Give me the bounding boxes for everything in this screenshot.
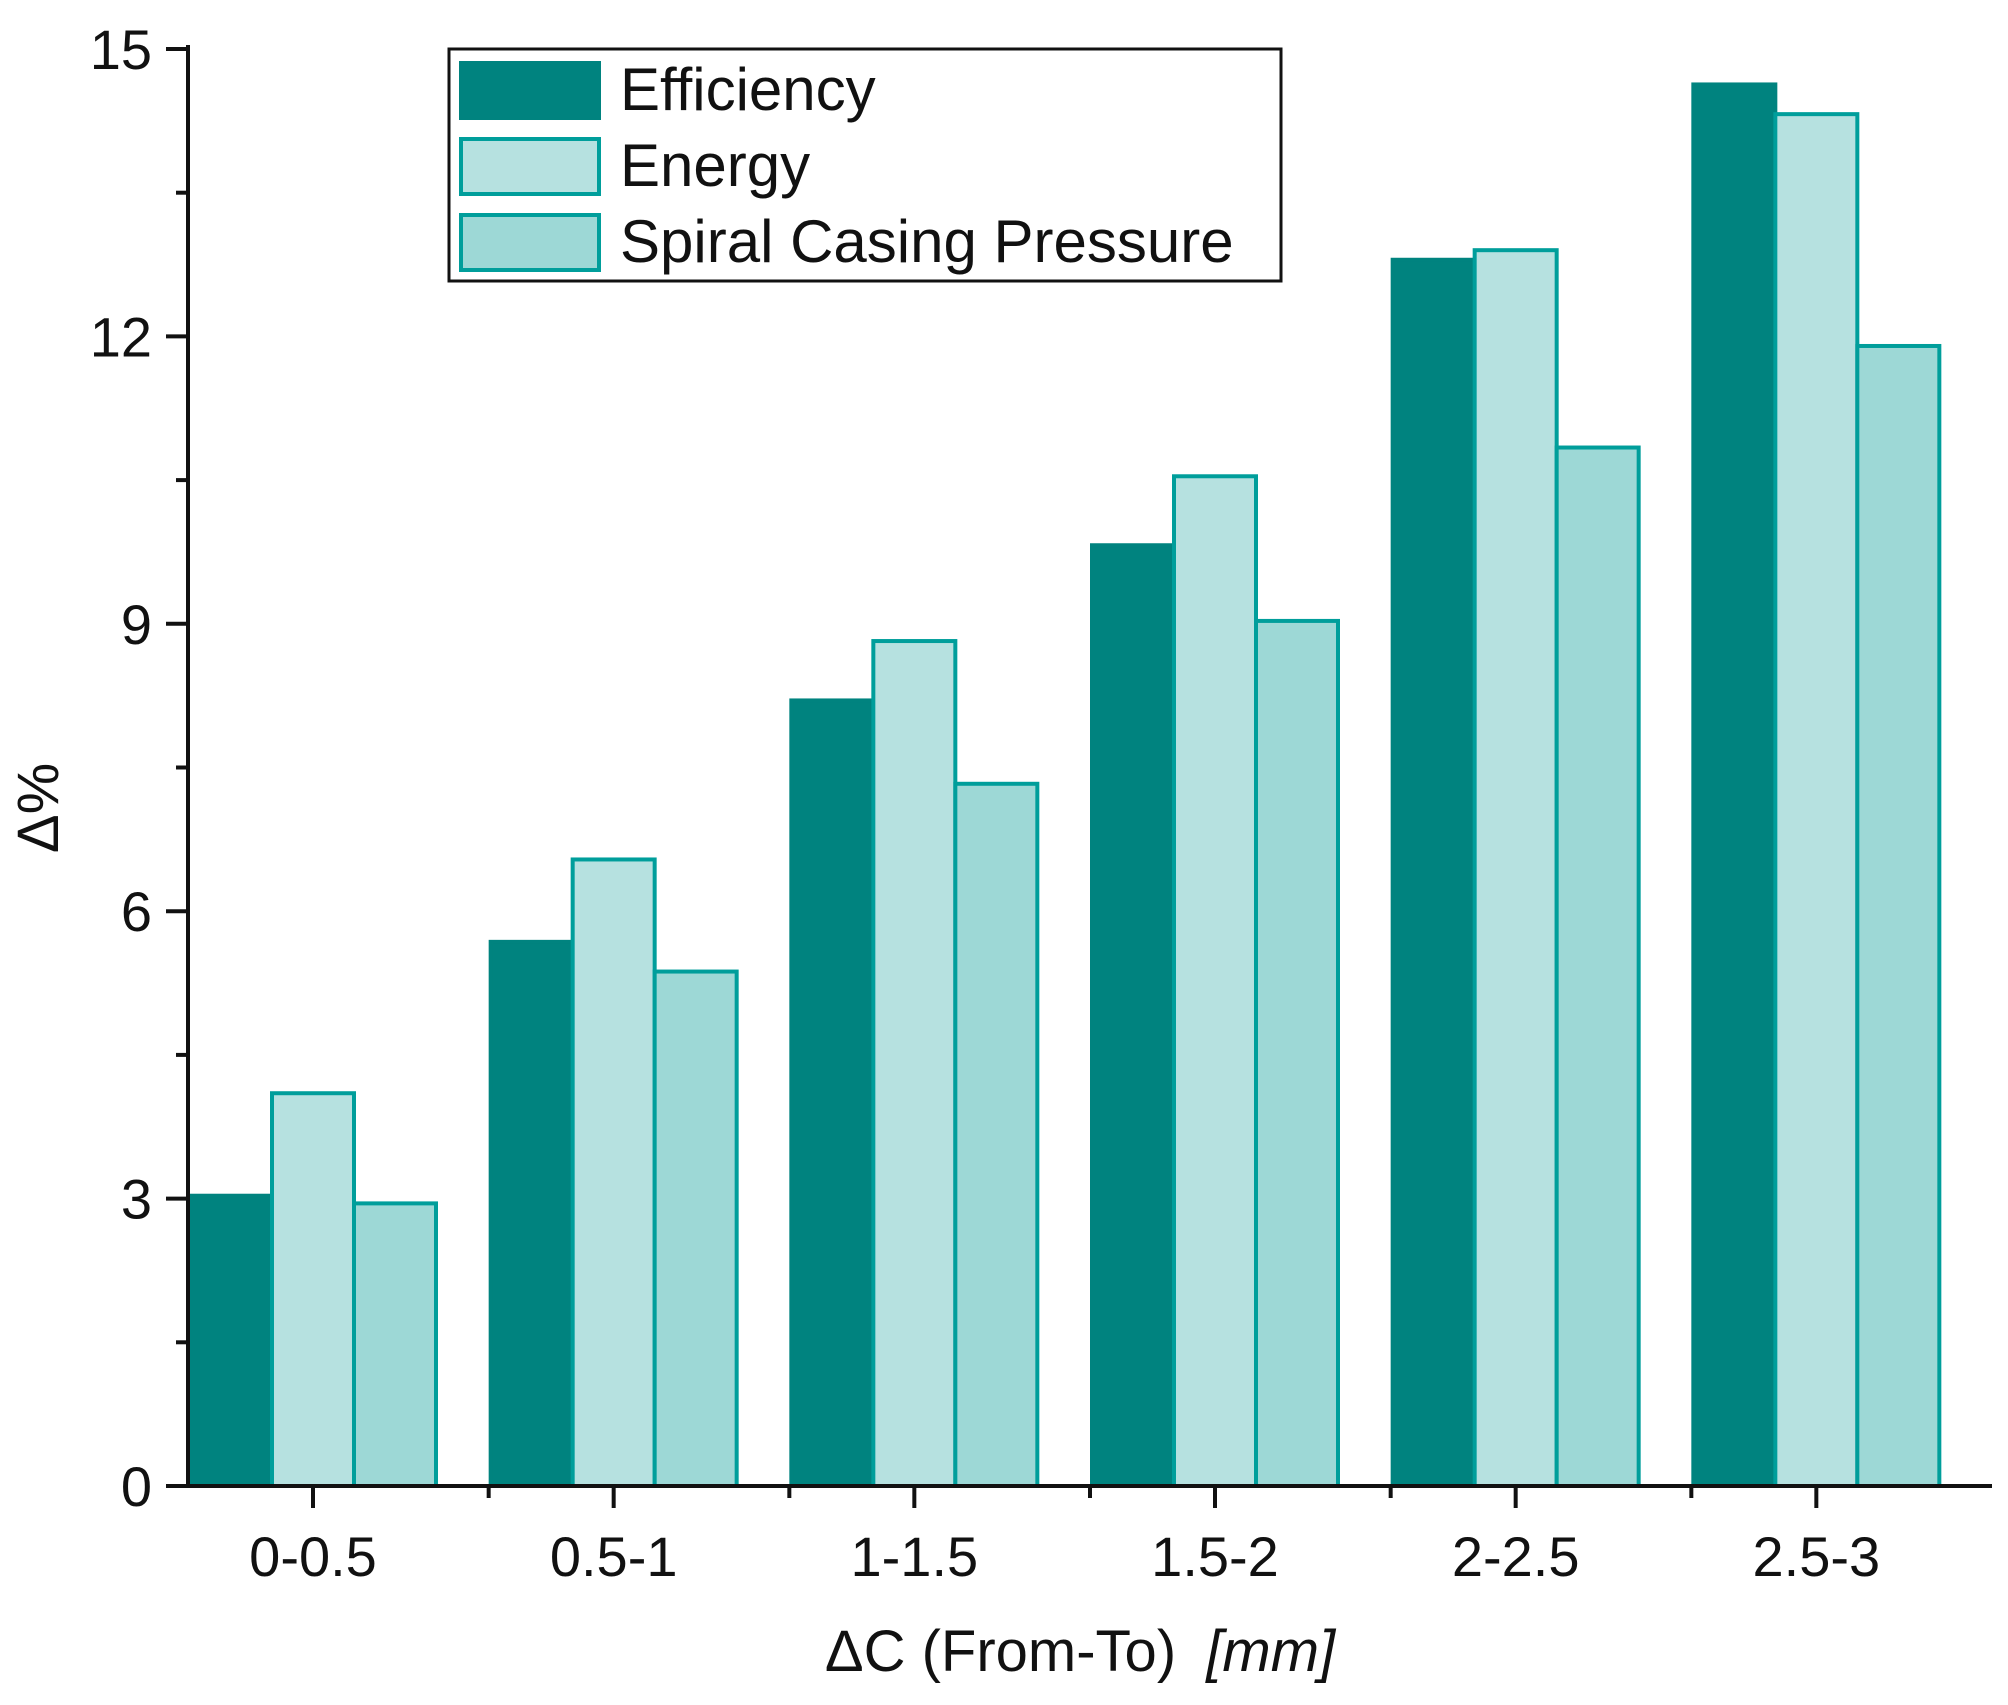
legend-label-efficiency: Efficiency	[620, 56, 876, 123]
y-tick-label: 9	[121, 593, 152, 656]
x-tick-label-1.5-2: 1.5-2	[1151, 1525, 1279, 1588]
bar-efficiency-2-2.5	[1390, 257, 1477, 1488]
y-tick-label: 15	[90, 18, 152, 81]
legend-label-energy: Energy	[620, 132, 810, 199]
bar-spiral-casing-pressure-2-2.5	[1554, 445, 1641, 1489]
y-axis-title: Δ%	[6, 763, 71, 853]
bar-efficiency-1.5-2	[1090, 543, 1176, 1488]
bars-layer	[188, 82, 1942, 1489]
y-tick-label: 0	[121, 1455, 152, 1518]
axes-layer: 0 3 6 9 12 15 0-0.5 0.5-1 1-1.5 1.5-2 2-2.5 2.5-3	[90, 18, 1992, 1588]
x-tick-label-0.5-1: 0.5-1	[550, 1525, 678, 1588]
bar-spiral-casing-pressure-0-0.5	[352, 1201, 438, 1488]
x-tick-label-0-0.5: 0-0.5	[249, 1525, 377, 1588]
bar-efficiency-0.5-1	[488, 939, 575, 1488]
x-axis-title-unit: [mm]	[1204, 1619, 1337, 1684]
bar-spiral-casing-pressure-2.5-3	[1855, 343, 1942, 1489]
bar-efficiency-0-0.5	[188, 1193, 274, 1488]
bar-spiral-casing-pressure-1.5-2	[1254, 618, 1340, 1488]
bar-energy-0-0.5	[270, 1091, 356, 1488]
bar-spiral-casing-pressure-1-1.5	[953, 781, 1040, 1488]
x-tick-label-1-1.5: 1-1.5	[851, 1525, 979, 1588]
x-axis-title-text: ΔC (From-To)	[825, 1619, 1176, 1684]
y-tick-label: 12	[90, 305, 152, 368]
legend-swatch-energy	[459, 137, 601, 196]
legend-label-spiral-casing-pressure: Spiral Casing Pressure	[620, 208, 1234, 275]
x-tick-label-2.5-3: 2.5-3	[1753, 1525, 1881, 1588]
bar-energy-0.5-1	[570, 857, 657, 1488]
x-axis-title: ΔC (From-To) [mm]	[825, 1619, 1337, 1684]
y-tick-label: 3	[121, 1168, 152, 1231]
x-tick-label-2-2.5: 2-2.5	[1452, 1525, 1580, 1588]
bar-energy-1-1.5	[871, 639, 958, 1488]
bar-efficiency-2.5-3	[1691, 82, 1778, 1488]
bar-spiral-casing-pressure-0.5-1	[652, 969, 739, 1488]
legend-swatch-efficiency	[459, 61, 601, 120]
legend-swatch-spiral-casing-pressure	[459, 213, 601, 272]
bar-energy-1.5-2	[1172, 474, 1258, 1488]
y-tick-label: 6	[121, 880, 152, 943]
bar-energy-2-2.5	[1472, 248, 1559, 1488]
legend: Efficiency Energy Spiral Casing Pressure	[447, 47, 1283, 283]
bar-energy-2.5-3	[1773, 112, 1860, 1488]
bar-efficiency-1-1.5	[789, 698, 876, 1488]
